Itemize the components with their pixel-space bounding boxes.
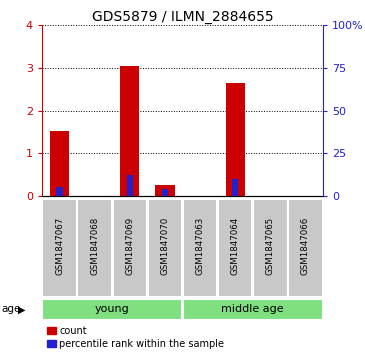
Text: young: young: [95, 305, 130, 314]
Title: GDS5879 / ILMN_2884655: GDS5879 / ILMN_2884655: [92, 11, 273, 24]
Bar: [148, 199, 182, 297]
Text: GSM1847068: GSM1847068: [90, 217, 99, 275]
Text: GSM1847064: GSM1847064: [231, 217, 240, 275]
Text: GSM1847063: GSM1847063: [196, 217, 204, 275]
Text: GSM1847070: GSM1847070: [161, 217, 169, 275]
Bar: [42, 199, 77, 297]
Text: middle age: middle age: [222, 305, 284, 314]
Text: GSM1847069: GSM1847069: [125, 217, 134, 275]
Bar: [183, 299, 323, 320]
Text: GSM1847066: GSM1847066: [301, 217, 310, 275]
Bar: [155, 184, 174, 196]
Bar: [288, 199, 323, 297]
Bar: [162, 189, 168, 196]
Bar: [120, 66, 139, 196]
Bar: [50, 131, 69, 196]
Bar: [183, 199, 217, 297]
Bar: [253, 199, 288, 297]
Text: GSM1847065: GSM1847065: [266, 217, 275, 275]
Text: age: age: [2, 305, 21, 314]
Legend: count, percentile rank within the sample: count, percentile rank within the sample: [47, 326, 224, 348]
Text: ▶: ▶: [18, 305, 25, 314]
Bar: [226, 83, 245, 196]
Text: GSM1847067: GSM1847067: [55, 217, 64, 275]
Bar: [232, 179, 238, 196]
Bar: [77, 199, 112, 297]
Bar: [56, 187, 63, 196]
Bar: [112, 199, 147, 297]
Bar: [127, 175, 133, 196]
Bar: [218, 199, 253, 297]
Bar: [42, 299, 182, 320]
